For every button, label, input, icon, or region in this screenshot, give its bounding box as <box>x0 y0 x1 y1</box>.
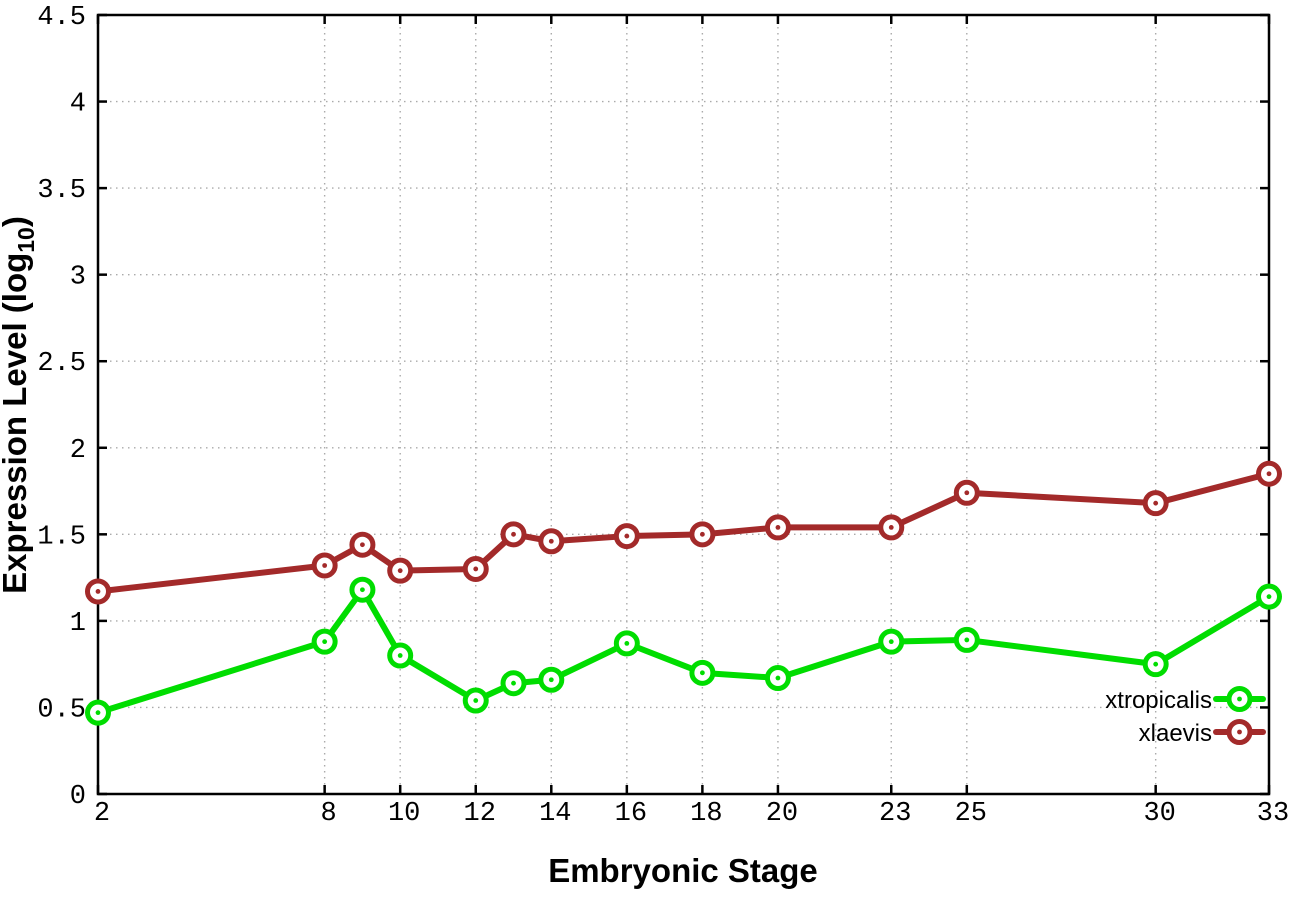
y-axis-title: Expression Level (log10) <box>0 216 39 594</box>
x-tick-label: 18 <box>690 799 722 829</box>
y-axis-title-subscript: 10 <box>13 227 39 253</box>
series-line-xtropicalis <box>95 586 1272 716</box>
data-point-xlaevis-12-marker-dot <box>473 566 479 572</box>
x-tick-label: 23 <box>879 799 911 829</box>
data-point-xtropicalis-14-marker-dot <box>548 677 554 683</box>
data-point-xtropicalis-12-marker-dot <box>473 698 479 703</box>
legend-label-xlaevis: xlaevis <box>1139 720 1212 747</box>
data-point-xtropicalis-18-marker-dot <box>699 670 705 676</box>
data-point-xlaevis-20-marker-dot <box>775 525 781 530</box>
x-tick-label: 30 <box>1143 799 1175 829</box>
data-point-xtropicalis-9-marker-dot <box>360 587 365 593</box>
data-point-xlaevis-13-marker-dot <box>511 531 516 537</box>
y-tick-label: 4 <box>70 90 86 120</box>
y-axis-title-end: ) <box>0 216 33 227</box>
plot-layer: 2 8 10 12 14 16 18 20 23 25 30 33 0 0.5 1 1.5 2 2.5 3 3.5 4 4… <box>37 3 1289 829</box>
y-tick-label: 4.5 <box>37 3 86 33</box>
x-tick-label: 2 <box>94 799 110 829</box>
y-tick-label: 1 <box>70 609 86 639</box>
data-point-xlaevis-2-marker-dot <box>95 589 101 594</box>
plot-border <box>96 13 1271 796</box>
x-tick-label: 16 <box>615 799 647 829</box>
y-axis-title-main: Expression Level (log <box>0 253 33 594</box>
x-tick-label: 33 <box>1257 799 1289 829</box>
data-point-xlaevis-33-marker-dot <box>1266 471 1272 477</box>
data-point-xtropicalis-13-marker-dot <box>511 680 516 686</box>
data-point-xtropicalis-33-marker-dot <box>1266 594 1272 600</box>
data-point-xlaevis-16-marker-dot <box>624 533 630 539</box>
data-point-xlaevis-14-marker-dot <box>548 538 554 544</box>
x-tick-label: 20 <box>766 799 798 829</box>
legend-sample-xtropicalis-marker-dot <box>1237 696 1242 702</box>
legend-label-xtropicalis: xtropicalis <box>1105 687 1212 714</box>
data-point-xtropicalis-30-marker-dot <box>1153 661 1159 667</box>
y-tick-label: 3.5 <box>37 176 86 206</box>
data-point-xtropicalis-10-marker-dot <box>397 653 403 658</box>
x-tick-label: 25 <box>955 799 987 829</box>
y-tick-label: 2 <box>70 436 86 466</box>
data-point-xlaevis-30-marker-dot <box>1153 500 1159 506</box>
y-tick-label: 1.5 <box>37 522 86 552</box>
data-point-xlaevis-25-marker-dot <box>964 490 970 496</box>
data-point-xlaevis-9-marker-dot <box>360 542 365 548</box>
data-point-xlaevis-18-marker-dot <box>699 531 705 537</box>
data-point-xtropicalis-8-marker-dot <box>322 639 328 645</box>
y-tick-label: 3 <box>70 263 86 293</box>
x-axis-title: Embryonic Stage <box>548 852 818 889</box>
y-tick-label: 0.5 <box>37 695 86 725</box>
data-point-xtropicalis-23-marker-dot <box>888 639 894 645</box>
legend-sample-xlaevis-marker-dot <box>1237 729 1242 735</box>
x-tick-label: 10 <box>388 799 420 829</box>
data-point-xtropicalis-16-marker-dot <box>624 640 630 646</box>
data-point-xtropicalis-25-marker-dot <box>964 637 970 643</box>
x-tick-label: 12 <box>464 799 496 829</box>
data-point-xtropicalis-20-marker-dot <box>775 675 781 681</box>
data-point-xlaevis-10-marker-dot <box>397 568 403 574</box>
y-tick-label: 2.5 <box>37 349 86 379</box>
x-tick-label: 14 <box>539 799 571 829</box>
x-tick-label: 8 <box>321 799 337 829</box>
y-tick-label: 0 <box>70 782 86 812</box>
data-point-xlaevis-8-marker-dot <box>322 563 328 568</box>
data-point-xtropicalis-2-marker-dot <box>95 710 101 716</box>
series-line-xlaevis <box>95 470 1272 595</box>
data-point-xlaevis-23-marker-dot <box>888 525 894 530</box>
